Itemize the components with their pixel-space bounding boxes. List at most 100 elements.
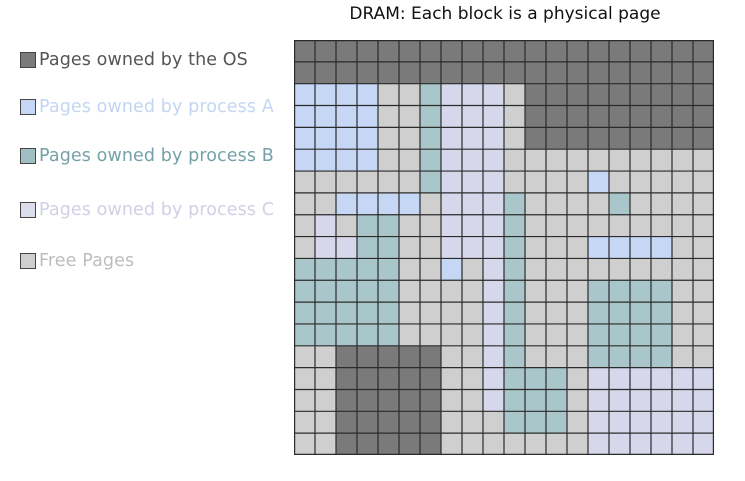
page-block-process-b <box>525 389 546 412</box>
page-block-process-c <box>693 389 714 412</box>
page-block-os <box>651 61 672 84</box>
page-block-os <box>357 367 378 390</box>
page-block-process-b <box>294 323 315 346</box>
page-block-process-a <box>357 105 378 128</box>
page-block-free <box>315 411 336 434</box>
page-block-os <box>420 389 441 412</box>
page-block-free <box>357 171 378 193</box>
page-block-process-a <box>294 105 315 128</box>
page-block-process-b <box>525 411 546 434</box>
page-block-free <box>483 411 504 434</box>
page-block-free <box>399 236 420 259</box>
page-block-free <box>525 323 546 346</box>
page-block-free <box>672 258 693 281</box>
page-block-free <box>693 236 714 259</box>
page-block-free <box>378 105 399 128</box>
page-block-free <box>630 258 651 281</box>
page-block-os <box>504 40 525 62</box>
page-block-free <box>588 214 609 237</box>
page-block-process-b <box>630 302 651 324</box>
page-block-os <box>378 40 399 62</box>
legend-swatch-process-c <box>20 202 36 218</box>
page-block-free <box>441 323 462 346</box>
page-block-process-a <box>588 171 609 193</box>
page-block-process-b <box>378 258 399 281</box>
page-block-free <box>462 280 483 303</box>
page-block-os <box>651 40 672 62</box>
page-block-free <box>546 149 567 172</box>
page-block-process-b <box>609 302 630 324</box>
page-block-os <box>609 83 630 106</box>
page-block-process-c <box>483 258 504 281</box>
page-block-process-b <box>504 302 525 324</box>
page-block-free <box>315 367 336 390</box>
legend-swatch-process-b <box>20 148 36 164</box>
page-block-process-b <box>504 367 525 390</box>
page-block-free <box>525 236 546 259</box>
page-block-free <box>567 236 588 259</box>
page-block-process-a <box>315 105 336 128</box>
page-block-os <box>525 61 546 84</box>
page-block-free <box>294 345 315 368</box>
page-block-os <box>693 83 714 106</box>
page-block-free <box>693 214 714 237</box>
page-block-free <box>441 345 462 368</box>
page-block-os <box>420 345 441 368</box>
page-block-process-a <box>336 83 357 106</box>
page-block-os <box>357 345 378 368</box>
page-block-free <box>567 433 588 455</box>
page-block-process-c <box>672 433 693 455</box>
page-block-os <box>462 61 483 84</box>
page-block-process-b <box>588 323 609 346</box>
page-block-process-a <box>315 149 336 172</box>
page-block-free <box>420 258 441 281</box>
page-block-process-c <box>630 389 651 412</box>
page-block-process-c <box>462 105 483 128</box>
page-block-process-a <box>315 127 336 150</box>
page-block-free <box>378 83 399 106</box>
page-block-free <box>399 258 420 281</box>
legend-label-os: Pages owned by the OS <box>39 50 248 70</box>
legend-label-process-a: Pages owned by process A <box>39 97 274 117</box>
page-block-process-b <box>504 411 525 434</box>
page-block-free <box>315 192 336 215</box>
page-block-process-c <box>441 192 462 215</box>
page-block-free <box>294 236 315 259</box>
page-block-os <box>651 127 672 150</box>
page-block-os <box>420 411 441 434</box>
page-block-process-b <box>294 302 315 324</box>
page-block-free <box>420 323 441 346</box>
page-block-free <box>693 280 714 303</box>
page-block-free <box>462 258 483 281</box>
page-block-free <box>546 433 567 455</box>
page-block-free <box>399 127 420 150</box>
page-block-free <box>441 280 462 303</box>
page-block-process-b <box>420 149 441 172</box>
page-block-free <box>672 323 693 346</box>
page-block-free <box>567 411 588 434</box>
page-block-process-b <box>588 280 609 303</box>
page-block-process-a <box>441 258 462 281</box>
legend-label-process-b: Pages owned by process B <box>39 146 274 166</box>
page-block-free <box>420 192 441 215</box>
page-block-process-a <box>336 105 357 128</box>
page-block-os <box>378 345 399 368</box>
page-block-free <box>294 367 315 390</box>
page-block-process-b <box>420 127 441 150</box>
dram-grid <box>294 40 714 455</box>
page-block-free <box>588 258 609 281</box>
page-block-os <box>357 40 378 62</box>
page-block-process-c <box>483 345 504 368</box>
page-block-os <box>336 367 357 390</box>
page-block-process-c <box>462 214 483 237</box>
page-block-free <box>462 302 483 324</box>
page-block-free <box>609 258 630 281</box>
page-block-process-a <box>357 149 378 172</box>
page-block-free <box>315 171 336 193</box>
page-block-os <box>546 127 567 150</box>
page-block-free <box>378 127 399 150</box>
page-block-os <box>420 61 441 84</box>
page-block-os <box>546 105 567 128</box>
page-block-free <box>651 258 672 281</box>
page-block-process-c <box>483 302 504 324</box>
